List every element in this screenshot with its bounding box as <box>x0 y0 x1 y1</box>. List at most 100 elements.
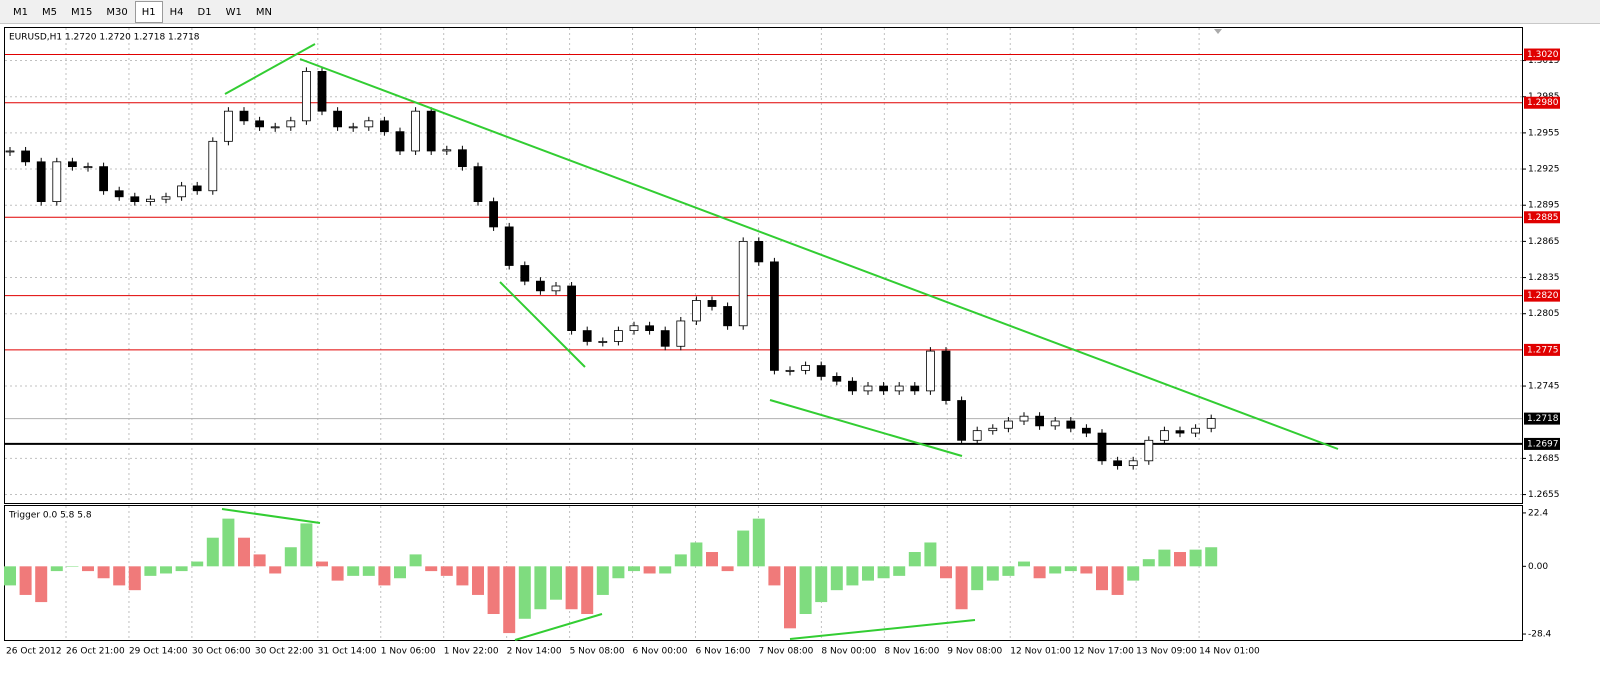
histogram-bar <box>1096 566 1108 591</box>
candle <box>582 330 592 342</box>
candle <box>551 285 561 292</box>
time-label: 9 Nov 08:00 <box>947 647 1002 657</box>
histogram-bar <box>456 566 469 586</box>
timeframe-button[interactable]: H4 <box>169 7 184 18</box>
candle <box>988 427 998 432</box>
candle <box>957 400 966 441</box>
histogram-bar <box>565 566 578 610</box>
price-tick-label: 1.2745 <box>1528 382 1560 392</box>
candle <box>161 196 171 200</box>
histogram-bar <box>940 566 952 579</box>
histogram-bar <box>986 566 999 581</box>
timeframe-toolbar: M1 M5 M15 M30 H1 H4 D1 W1 MN <box>0 0 1600 24</box>
candle <box>208 140 218 192</box>
candle <box>21 150 31 163</box>
price-tick-label: 1.2925 <box>1528 165 1560 175</box>
timeframe-button[interactable]: M30 <box>106 7 128 18</box>
histogram-bar <box>706 552 718 567</box>
price-tag <box>1524 289 1560 302</box>
price-tag <box>1524 343 1560 356</box>
price-header: EURUSD,H1 1.2720 1.2720 1.2718 1.2718 <box>9 33 200 43</box>
histogram-bar <box>1111 566 1124 595</box>
candle <box>598 341 608 343</box>
timeframe-button[interactable]: M5 <box>42 7 57 18</box>
timeframe-button[interactable]: D1 <box>197 7 212 18</box>
candle <box>972 430 982 441</box>
histogram-bar <box>378 566 391 586</box>
candle <box>114 190 124 198</box>
histogram-bar <box>971 566 984 591</box>
candle <box>738 240 748 327</box>
candle <box>5 150 15 153</box>
candle <box>629 325 639 332</box>
histogram-bar <box>674 554 687 567</box>
histogram <box>4 518 1218 634</box>
candle <box>1144 439 1154 462</box>
time-label: 12 Nov 17:00 <box>1073 647 1134 657</box>
timeframe-button[interactable]: W1 <box>225 7 242 18</box>
timeframe-button[interactable]: M15 <box>71 7 93 18</box>
time-label: 30 Oct 22:00 <box>255 647 314 657</box>
histogram-bar <box>1158 549 1171 567</box>
time-label: 2 Nov 14:00 <box>507 647 562 657</box>
candles <box>5 67 1216 470</box>
timeframe-button[interactable]: M1 <box>13 7 28 18</box>
histogram-bar <box>659 566 672 574</box>
histogram-bar <box>191 561 204 567</box>
candle <box>192 185 202 192</box>
candle <box>894 385 904 392</box>
candle <box>848 380 857 392</box>
candle <box>1050 420 1060 427</box>
histogram-bar <box>737 530 750 567</box>
histogram-bar <box>269 566 282 574</box>
candle <box>567 285 576 332</box>
histogram-bar <box>144 566 157 576</box>
time-label: 26 Oct 21:00 <box>66 647 125 657</box>
candle <box>177 185 187 198</box>
candle <box>832 376 842 382</box>
candle <box>473 166 483 203</box>
histogram-bar <box>1205 547 1218 567</box>
candle <box>1035 415 1044 427</box>
candle <box>1082 427 1091 434</box>
histogram-bar <box>82 566 94 572</box>
candle <box>676 320 686 347</box>
candle <box>785 369 795 372</box>
histogram-bar <box>35 566 48 603</box>
histogram-bar <box>877 566 890 579</box>
histogram-bar <box>362 566 375 576</box>
candle <box>536 280 545 292</box>
timeframe-button[interactable]: MN <box>255 7 272 18</box>
trendline <box>299 58 1339 450</box>
price-panel <box>4 27 1523 504</box>
price-tick-label: 1.2805 <box>1528 309 1560 319</box>
timeframe-button[interactable]: H1 <box>134 1 163 23</box>
candle <box>863 385 873 392</box>
indicator-tick-label: 0.00 <box>1528 562 1548 572</box>
histogram-bar <box>394 566 406 579</box>
trendline <box>789 619 976 640</box>
candle <box>130 196 140 203</box>
candle <box>1191 427 1200 434</box>
histogram-bar <box>550 566 562 600</box>
candle <box>333 110 343 128</box>
histogram-bar <box>472 566 484 595</box>
histogram-bar <box>862 566 874 581</box>
histogram-bar <box>924 542 937 567</box>
candle <box>301 71 311 122</box>
candle <box>255 120 265 128</box>
histogram-bar <box>66 566 79 567</box>
histogram-bar <box>690 542 703 567</box>
histogram-bar <box>596 566 609 595</box>
candle <box>411 110 421 152</box>
candle <box>442 149 452 152</box>
time-label: 1 Nov 06:00 <box>381 647 436 657</box>
price-tick-label: 1.2655 <box>1528 490 1560 500</box>
levels <box>5 54 1522 445</box>
histogram-bar <box>830 566 843 591</box>
histogram-bar <box>113 566 126 586</box>
histogram-bar <box>300 523 313 567</box>
indicator-tick-label: -28.4 <box>1528 630 1552 640</box>
candle <box>614 330 623 342</box>
